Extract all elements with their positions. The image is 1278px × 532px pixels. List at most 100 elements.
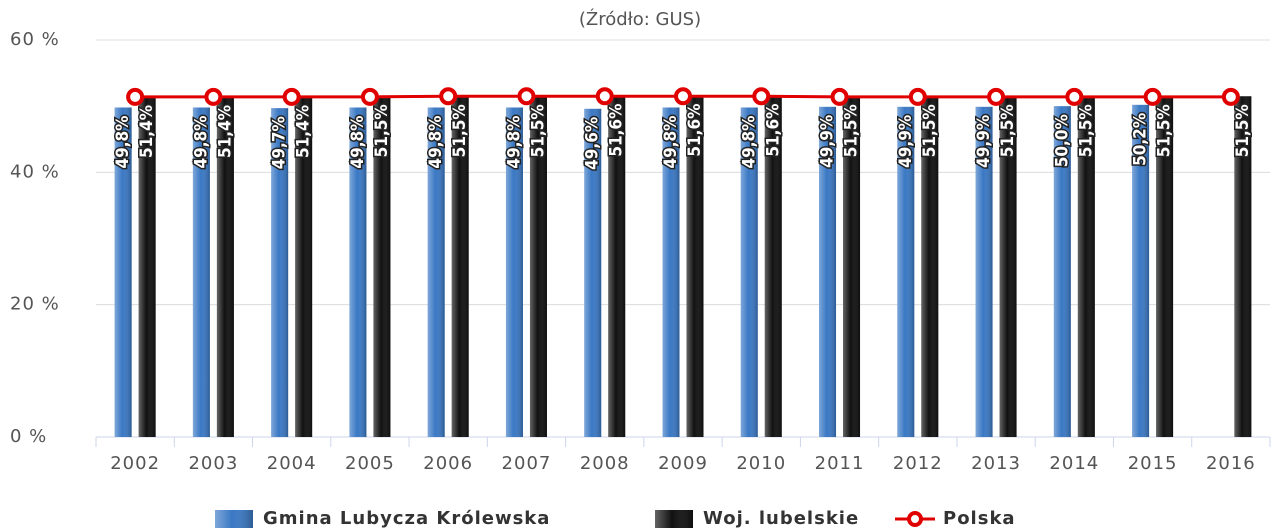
data-label: 49,8%	[661, 115, 681, 168]
data-label: 49,7%	[270, 116, 290, 169]
x-tick-label: 2010	[736, 453, 786, 474]
x-tick-label: 2003	[188, 453, 238, 474]
x-tick-label: 2014	[1049, 453, 1099, 474]
line-point	[1143, 87, 1162, 106]
line-point	[752, 87, 771, 106]
x-tick-label: 2007	[502, 453, 552, 474]
bar-shade	[505, 107, 523, 438]
legend-label: Gmina Lubycza Królewska	[263, 508, 550, 529]
bar-shade	[373, 96, 391, 437]
bar-shade	[584, 108, 602, 438]
x-tick-label: 2016	[1206, 453, 1256, 474]
bar-shade	[819, 106, 837, 437]
data-label: 51,5%	[1155, 104, 1175, 157]
line-point	[908, 87, 927, 106]
data-label: 49,6%	[583, 117, 603, 170]
bar-shade	[216, 96, 234, 438]
x-tick-label: 2009	[658, 453, 708, 474]
bar-shade	[295, 96, 313, 438]
line-point	[1065, 87, 1084, 106]
legend-label: Woj. lubelskie	[703, 508, 859, 529]
bar-shade	[1156, 96, 1174, 437]
bar-shade	[529, 96, 547, 437]
x-tick-label: 2012	[893, 453, 943, 474]
data-label: 49,8%	[113, 115, 133, 168]
line-point	[360, 87, 379, 106]
data-label: 51,4%	[215, 105, 235, 158]
bar-shade	[608, 95, 626, 437]
bar-shade	[921, 96, 939, 437]
x-tick-label: 2005	[345, 453, 395, 474]
y-tick-label: 60 %	[10, 29, 60, 50]
x-tick-label: 2006	[423, 453, 473, 474]
data-label: 51,5%	[450, 104, 470, 157]
data-label: 51,5%	[1076, 104, 1096, 157]
bar-shade	[975, 106, 993, 437]
line-point	[282, 87, 301, 106]
x-tick-label: 2002	[110, 453, 160, 474]
data-label: 51,6%	[607, 104, 627, 157]
bar-shade	[897, 106, 915, 437]
bar-shade	[1234, 96, 1252, 437]
data-label: 50,0%	[1052, 114, 1072, 167]
bar-shade	[138, 96, 156, 438]
line-point	[830, 87, 849, 106]
chart-title: (Źródło: GUS)	[579, 8, 701, 30]
bar-shade	[1053, 106, 1071, 438]
bar-shade	[192, 107, 210, 438]
line-point	[204, 87, 223, 106]
data-label: 49,9%	[896, 115, 916, 168]
legend-swatch-shade	[215, 510, 253, 528]
bar-shade	[764, 95, 782, 437]
data-label: 49,9%	[974, 115, 994, 168]
x-tick-label: 2008	[580, 453, 630, 474]
bar-shade	[427, 107, 445, 438]
data-label: 51,5%	[1233, 104, 1253, 157]
data-label: 50,2%	[1131, 113, 1151, 166]
bar-shade	[843, 96, 861, 437]
bar-shade	[271, 108, 289, 437]
data-label: 51,5%	[920, 104, 940, 157]
legend-label: Polska	[943, 508, 1016, 529]
line-point	[674, 87, 692, 106]
y-tick-label: 0 %	[10, 426, 47, 447]
line-point	[595, 87, 614, 106]
line-point	[987, 87, 1006, 106]
data-label: 51,5%	[528, 104, 548, 157]
line-point	[1221, 87, 1240, 106]
y-tick-label: 40 %	[10, 161, 60, 182]
x-tick-label: 2011	[815, 453, 865, 474]
data-label: 51,4%	[294, 105, 314, 158]
bar-shade	[1132, 104, 1150, 438]
data-label: 51,5%	[842, 104, 862, 157]
data-label: 51,5%	[372, 104, 392, 157]
data-label: 49,8%	[348, 115, 368, 168]
data-label: 51,6%	[763, 104, 783, 157]
legend-swatch-shade	[655, 510, 693, 528]
bar-shade	[686, 95, 704, 437]
bar-shade	[1077, 96, 1095, 437]
line-point	[517, 87, 536, 106]
data-label: 51,6%	[685, 104, 705, 157]
bar-shade	[451, 96, 469, 437]
y-tick-label: 20 %	[10, 294, 60, 315]
bar-shade	[740, 107, 758, 438]
data-label: 49,9%	[818, 115, 838, 168]
data-label: 51,4%	[137, 105, 157, 158]
bar-shade	[114, 107, 132, 438]
data-label: 51,5%	[998, 104, 1018, 157]
bar-shade	[662, 107, 680, 438]
data-label: 49,8%	[426, 115, 446, 168]
bar-shade	[349, 107, 367, 438]
data-label: 49,8%	[504, 115, 524, 168]
line-point	[439, 87, 458, 106]
data-label: 49,8%	[191, 115, 211, 168]
line-point	[126, 87, 145, 106]
bar-shade	[999, 96, 1017, 437]
x-tick-label: 2004	[267, 453, 317, 474]
legend-marker	[907, 511, 923, 527]
x-tick-label: 2015	[1128, 453, 1178, 474]
x-tick-label: 2013	[971, 453, 1021, 474]
data-label: 49,8%	[739, 115, 759, 168]
